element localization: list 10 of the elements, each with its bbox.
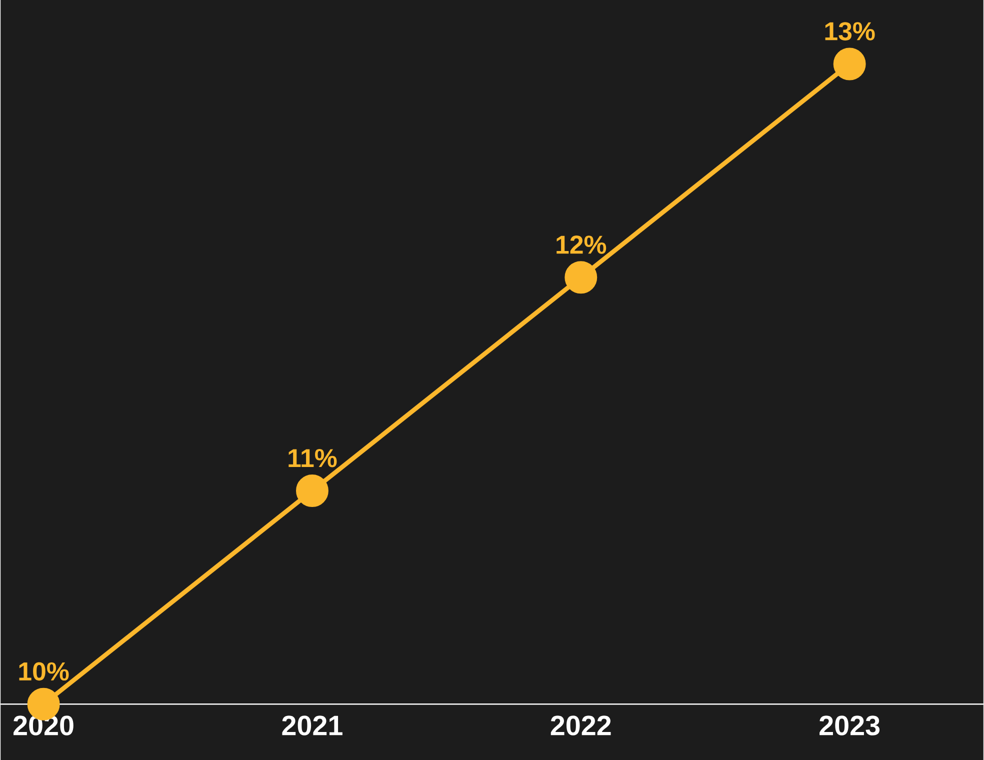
x-tick-label: 2022: [550, 716, 611, 736]
point: [833, 48, 866, 80]
point: [564, 261, 598, 294]
x-tick-label: 2021: [282, 716, 342, 736]
data-label: 10%: [19, 662, 69, 681]
data-label: 11%: [288, 448, 337, 468]
point: [296, 474, 328, 507]
data-label: 12%: [556, 236, 606, 254]
x-tick-label: 2023: [820, 716, 880, 736]
data-label: 13%: [825, 22, 875, 40]
